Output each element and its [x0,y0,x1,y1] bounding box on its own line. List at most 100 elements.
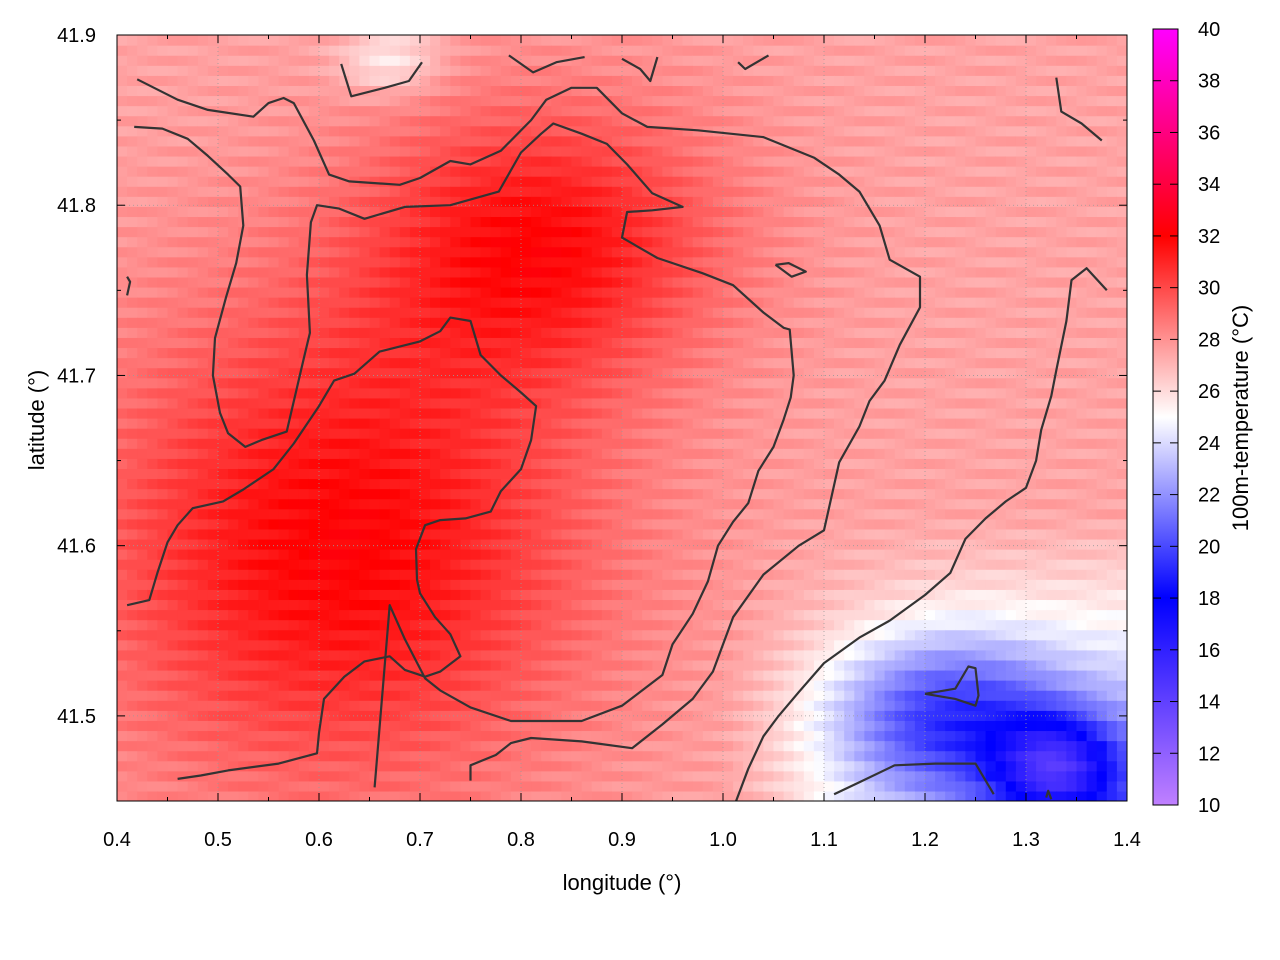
heat-cell [480,226,492,238]
heat-cell [510,680,522,691]
heat-cell [601,186,613,197]
heat-cell [723,387,734,399]
heat-cell [399,125,411,137]
heat-cell [319,569,330,580]
heat-cell [733,700,744,711]
heat-cell [652,35,663,46]
heat-cell [268,377,280,389]
heat-cell [490,790,502,801]
heat-cell [127,45,138,56]
heat-cell [238,538,249,550]
heat-cell [319,790,330,801]
heat-cell [611,780,623,792]
heat-cell [460,498,472,510]
heat-cell [177,690,189,701]
heat-cell [702,609,714,621]
heat-cell [420,498,431,510]
heat-cell [743,538,754,550]
heat-cell [218,700,229,711]
heat-cell [601,236,613,248]
heat-cell [177,35,189,46]
heat-cell [339,196,350,207]
heat-cell [692,145,704,157]
heat-cell [147,317,158,328]
heat-cell [420,407,431,419]
heat-cell [177,347,189,359]
heat-cell [430,387,441,399]
heat-cell [359,226,371,238]
heat-cell [551,518,562,530]
heat-cell [157,276,169,288]
heat-cell [702,599,714,611]
heat-cell [369,428,381,439]
heat-cell [147,377,158,389]
heat-cell [561,377,573,389]
heat-cell [581,256,593,268]
heat-cell [258,95,270,107]
heat-cell [480,619,492,631]
heat-cell [510,95,522,107]
heat-cell [329,276,340,288]
heat-cell [117,297,128,308]
heat-cell [551,669,562,681]
heat-cell [440,629,451,641]
heat-cell [662,659,674,671]
heat-cell [379,700,391,711]
heat-cell [652,377,663,389]
heat-cell [480,649,492,661]
heat-cell [359,639,371,651]
heat-cell [420,569,431,580]
heat-cell [510,307,522,318]
heat-cell [359,276,371,288]
heat-cell [601,478,613,490]
heat-cell [662,166,674,177]
heat-cell [541,770,552,782]
heat-cell [743,407,754,419]
heat-cell [531,740,542,752]
heat-cell [723,216,734,228]
heat-cell [652,428,663,439]
heat-cell [753,418,764,429]
heat-cell [228,276,239,288]
heat-cell [470,538,482,550]
heat-cell [692,488,704,500]
heat-cell [581,569,593,580]
heat-cell [258,166,270,177]
heat-cell [753,176,764,187]
heat-cell [632,448,643,459]
heat-cell [662,528,674,540]
heat-cell [248,690,259,701]
heat-cell [440,367,451,379]
heat-cell [248,226,259,238]
heat-cell [692,397,704,409]
heat-cell [571,458,583,469]
heat-cell [137,680,148,691]
heat-cell [682,448,694,459]
heat-cell [278,377,290,389]
heat-cell [147,397,158,409]
heat-cell [197,549,209,560]
heat-cell [591,115,603,127]
heat-cell [510,387,522,399]
heat-cell [278,387,290,399]
heat-cell [733,619,744,631]
heat-cell [399,357,411,369]
heat-cell [228,236,239,248]
heat-cell [712,680,724,691]
heat-cell [723,145,734,157]
heat-cell [278,297,290,308]
heat-cell [763,226,775,238]
heat-cell [723,266,734,278]
heat-cell [601,337,613,349]
heat-cell [733,498,744,510]
heat-cell [329,669,340,681]
heat-cell [500,317,512,328]
heat-cell [753,649,764,661]
heat-cell [389,740,401,752]
heat-cell [601,700,613,711]
heat-cell [349,549,360,560]
heat-cell [753,428,764,439]
heat-cell [420,95,431,107]
heat-cell [692,549,704,560]
heat-cell [551,589,562,601]
